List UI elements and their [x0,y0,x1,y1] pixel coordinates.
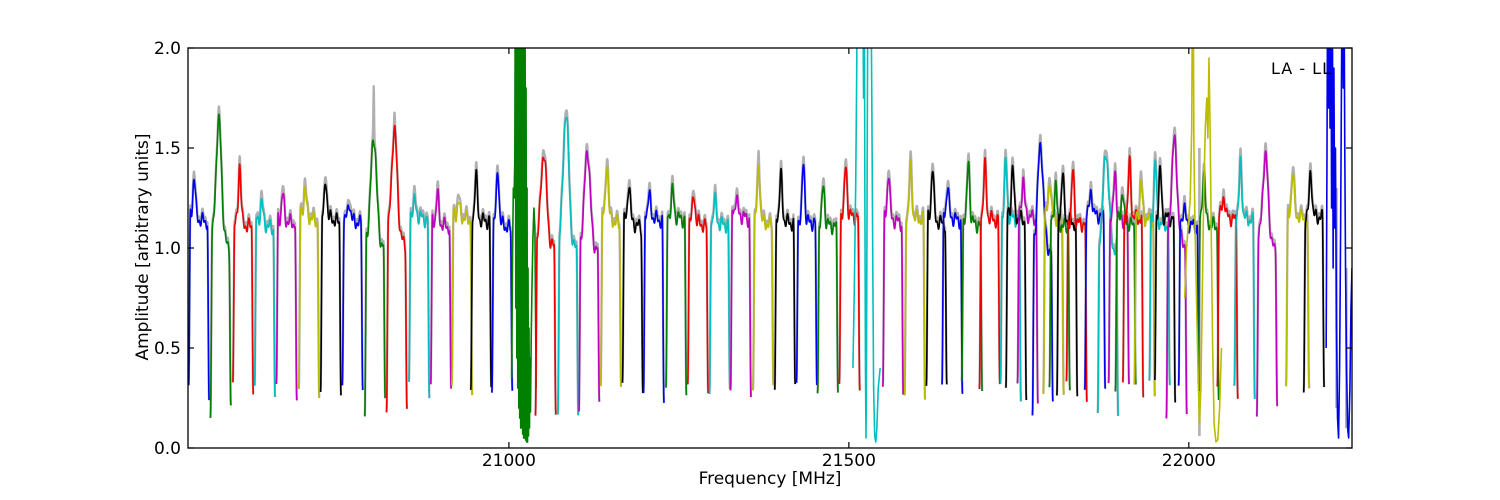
shadow-trace [363,85,387,417]
subband-segment [1197,170,1220,401]
shadow-trace [1302,162,1326,393]
subband-segment [275,192,298,401]
subband-segment [665,182,688,396]
subband-segment [1096,155,1119,416]
subband-segment [1165,134,1188,419]
subband-segment [385,124,408,413]
subband-segment [686,196,709,394]
subband-segment [642,189,665,403]
subband-segment [1056,172,1079,397]
subband-segment [363,139,386,417]
subband-segment [341,204,364,391]
shadow-trace [341,198,364,391]
shadow-trace [1004,156,1028,401]
subband-segment [1148,159,1171,386]
subband-segment [1302,169,1325,393]
x-tick-label: 22000 [1162,451,1216,471]
subband-segment [729,194,752,398]
shadow-trace [469,161,493,390]
subband-segment [1031,141,1054,416]
subband-segment [852,48,881,443]
subband-segment [188,178,210,401]
subband-segment [960,160,983,392]
shadow-trace [599,157,623,387]
shadow-trace [534,149,557,416]
subband-segment [408,193,431,399]
subband-segment [621,186,644,394]
subband-segment [510,48,537,443]
subband-segment [557,116,580,416]
subband-segment [816,185,839,394]
subband-segment [534,156,557,416]
corner-annotation: LA - LL [1271,59,1332,78]
shadow-trace [450,193,474,396]
shadow-trace [231,155,255,395]
subband-segment [1216,196,1239,399]
shadow-trace [490,164,514,393]
subband-segment [1325,48,1352,439]
subband-segment [978,157,1001,390]
subband-segment [599,166,622,387]
subband-segment [1048,179,1071,391]
subband-segment [253,197,276,398]
subband-segment [773,167,796,390]
subband-segment [319,183,342,396]
shadow-trace [1255,141,1279,417]
x-tick-label: 21000 [482,451,536,471]
subband-segment [298,185,321,398]
shadow-trace [751,149,775,391]
subband-segment [752,164,775,391]
subband-segment [1005,164,1028,401]
subband-segment [429,188,452,389]
shadow-trace [429,180,453,389]
shadow-trace [903,150,927,400]
subband-segment [491,172,514,393]
shadow-trace [795,155,819,386]
y-tick-label: 0.0 [154,439,181,459]
shadow-trace [773,159,797,390]
subband-segment [882,177,905,395]
axes-frame: 21000 21500 22000 0.0 0.5 1.0 1.5 2.0 [154,39,1353,471]
subband-segment [941,187,964,394]
y-tick-label: 1.5 [154,139,181,159]
shadow-trace [838,158,861,391]
subband-segment [451,201,473,396]
subband-segment [578,150,601,412]
subband-segment [209,113,232,418]
subband-segment [795,163,818,386]
y-tick-label: 2.0 [154,39,181,59]
y-tick-label: 0.5 [154,339,181,359]
subband-segment [1122,155,1145,398]
y-tick-label: 1.0 [154,239,181,259]
subband-segment [1183,48,1223,443]
subband-segment [1154,164,1177,403]
y-axis-label: Amplitude [arbitrary units] [133,133,153,361]
subband-segment [708,191,731,394]
shadow-trace [621,178,645,394]
shadow-trace [1133,170,1156,397]
subband-segment [1233,155,1256,399]
subband-segment [470,168,493,390]
subband-segment [838,166,861,391]
subband-segments-layer [188,48,1352,443]
x-axis-label: Frequency [MHz] [698,469,842,489]
subband-segment [1016,176,1039,404]
subband-segment [1256,150,1279,417]
x-tick-label: 21500 [822,451,876,471]
shadow-trace [577,142,601,412]
subband-segment [232,163,255,395]
shadow-trace [1107,162,1131,385]
subband-segment [1065,168,1088,402]
shadow-trace [664,174,688,396]
subband-segment [903,158,926,400]
